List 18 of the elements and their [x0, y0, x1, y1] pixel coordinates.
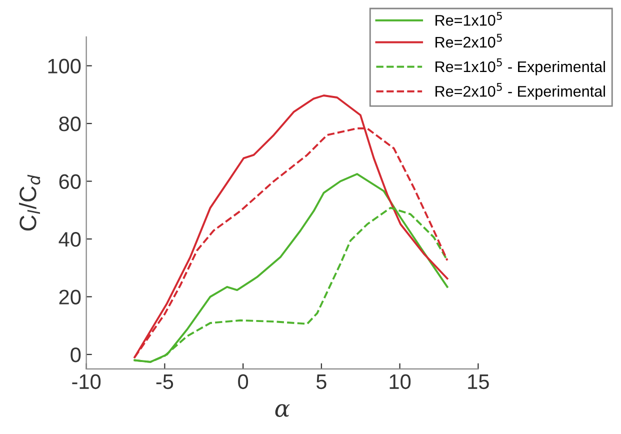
y-tick-label: 40	[58, 232, 81, 247]
legend-label: Re=1x10$^{5}$ - Experimental	[436, 58, 605, 76]
x-tick-label: 0	[238, 374, 248, 390]
x-tick-label: 5	[316, 374, 326, 390]
x-tick-label: 10	[390, 374, 411, 390]
y-tick-label: 60	[59, 174, 81, 189]
x-tick-label: -5	[156, 374, 174, 390]
y-tick-label: 0	[70, 347, 81, 362]
y-tick-label: 80	[59, 116, 81, 132]
x-tick-label: -10	[72, 374, 101, 390]
y-tick-label: 100	[48, 58, 81, 74]
y-tick-label: 20	[59, 290, 81, 304]
legend-label: Re=2x10$^{5}$ - Experimental	[436, 82, 605, 100]
legend-label: Re=1x10$^{5}$	[436, 12, 502, 26]
x-tick-label: 15	[468, 374, 489, 390]
x-axis-title: α	[275, 404, 290, 417]
y-axis-title: C$_{l}$/C$_{d}$	[19, 174, 40, 230]
legend-label: Re=2x10$^{5}$	[436, 34, 502, 48]
